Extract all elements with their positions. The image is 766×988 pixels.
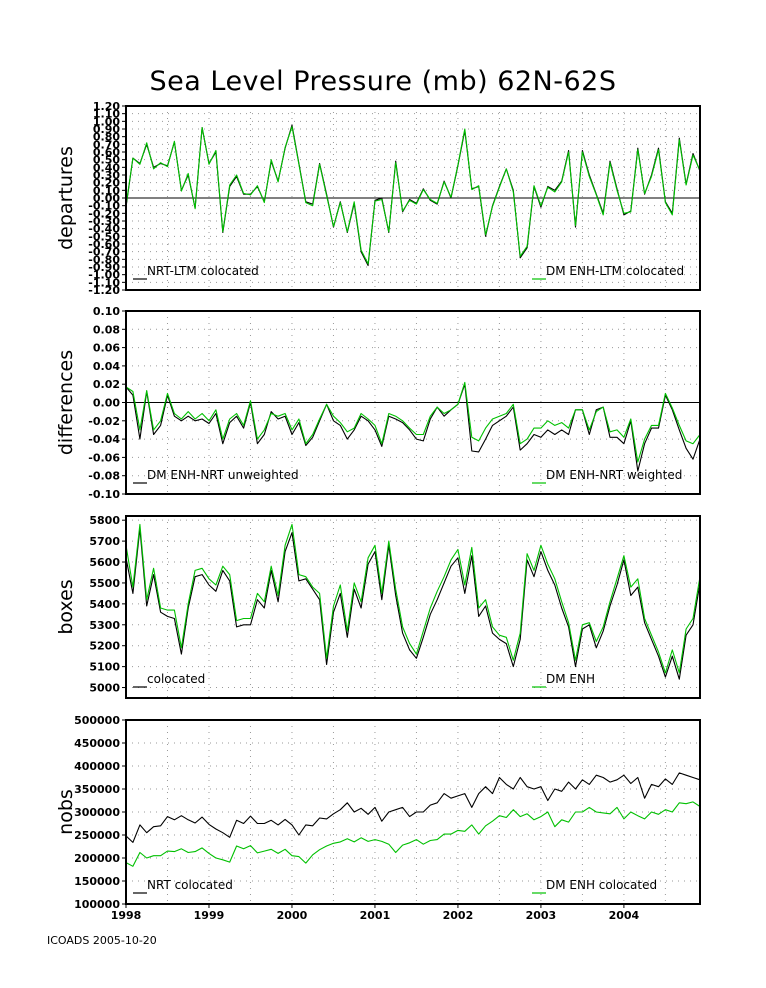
y-tick-label: 0.00 [93,397,120,410]
y-tick-label: 0.00 [93,192,120,205]
x-tick-label: 2003 [526,909,557,922]
y-tick-label: -0.60 [88,238,120,251]
y-tick-label: -0.08 [88,470,120,483]
y-tick-label: 150000 [74,875,120,888]
y-tick-label: 0.04 [93,360,120,373]
y-tick-label: 5400 [89,598,120,611]
panel-departures: -1.20-1.10-1.00-0.90-0.80-0.70-0.60-0.50… [55,100,701,297]
series-line-nrt [125,772,701,843]
y-tick-label: 0.10 [93,184,120,197]
y-axis-label: departures [55,146,77,250]
y-tick-label: 0.02 [93,378,120,391]
y-tick-label: 0.50 [93,154,120,167]
y-tick-label: 0.40 [93,161,120,174]
y-tick-label: 5700 [89,535,120,548]
y-tick-label: 250000 [74,829,120,842]
y-tick-label: 5600 [89,556,120,569]
series-line-dm [125,801,701,867]
series-line-nrt [125,528,701,680]
legend-label: DM ENH-NRT weighted [546,468,682,482]
y-tick-label: 450000 [74,737,120,750]
y-tick-label: -0.10 [88,488,120,501]
series-line-dm [125,126,701,265]
panel-frame [125,515,701,699]
x-tick-label: 1998 [111,909,142,922]
x-tick-label: 1999 [194,909,225,922]
y-axis-label: boxes [55,579,77,634]
y-axis-label: nobs [55,789,77,835]
legend-label: DM ENH-LTM colocated [546,264,684,278]
y-tick-label: 0.08 [93,323,120,336]
series-line-nrt [125,124,701,267]
panel-frame [125,719,701,905]
y-tick-label: -0.20 [88,207,120,220]
y-tick-label: 1.20 [93,100,120,113]
y-tick-label: 500000 [74,714,120,727]
series-line-dm [125,381,701,463]
legend-label: colocated [147,672,205,686]
credit-label: ICOADS 2005-10-20 [47,934,157,947]
y-tick-label: 1.00 [93,115,120,128]
chart-title: Sea Level Pressure (mb) 62N-62S [149,66,617,97]
x-tick-label: 2000 [277,909,308,922]
y-tick-label: -0.70 [88,246,120,259]
y-tick-label: 0.90 [93,123,120,136]
y-tick-label: -0.06 [88,451,120,464]
y-tick-label: 0.10 [93,305,120,318]
y-tick-label: -0.02 [88,415,120,428]
y-tick-label: 200000 [74,852,120,865]
series-line-dm [125,523,701,674]
x-tick-label: 2004 [609,909,640,922]
y-tick-label: -1.00 [88,269,120,282]
series-line-nrt [125,383,701,472]
panel-nobs: 100000 150000 200000 250000 300000 350000 4000… [55,714,701,922]
y-tick-label: 0.60 [93,146,120,159]
y-tick-label: -0.30 [88,215,120,228]
legend-label: DM ENH [546,672,595,686]
y-tick-label: 5500 [89,577,120,590]
y-tick-label: -0.40 [88,223,120,236]
y-tick-label: -0.80 [88,253,120,266]
y-tick-label: -0.90 [88,261,120,274]
y-tick-label: 0.20 [93,177,120,190]
y-axis-label: differences [55,350,77,455]
y-tick-label: 5100 [89,661,120,674]
y-tick-label: 100000 [74,898,120,911]
y-tick-label: 0.06 [93,342,120,355]
legend-label: NRT-LTM colocated [147,264,259,278]
y-tick-label: 5800 [89,514,120,527]
y-tick-label: -1.20 [88,284,120,297]
y-tick-label: 5000 [89,682,120,695]
y-tick-label: 5300 [89,619,120,632]
x-tick-label: 2002 [443,909,474,922]
panel-boxes: 5000 5100 5200 5300 5400 5500 5600 5700 5800 boxe… [55,514,701,699]
y-tick-label: 400000 [74,760,120,773]
y-tick-label: 0.70 [93,138,120,151]
y-tick-label: 300000 [74,806,120,819]
legend-label: NRT colocated [147,878,233,892]
y-tick-label: -0.10 [88,200,120,213]
y-tick-label: -0.50 [88,230,120,243]
y-tick-label: 1.10 [93,108,120,121]
legend-label: DM ENH colocated [546,878,657,892]
legend-label: DM ENH-NRT unweighted [147,468,299,482]
y-tick-label: 0.80 [93,131,120,144]
y-tick-label: 5200 [89,640,120,653]
y-tick-label: 350000 [74,783,120,796]
y-tick-label: -0.04 [88,433,120,446]
y-tick-label: 0.30 [93,169,120,182]
x-tick-label: 2001 [360,909,391,922]
y-tick-label: -1.10 [88,276,120,289]
panel-differences: -0.10 -0.08 -0.06 -0.04 -0.02 0.00 0.02 0.04 0.0… [55,305,701,501]
